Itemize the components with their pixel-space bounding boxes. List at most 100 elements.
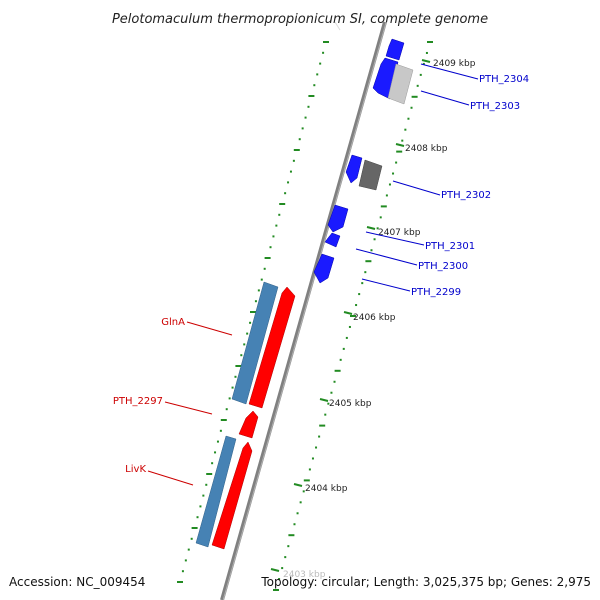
leader-pth-2300 (355, 248, 418, 266)
label-pth-2303[interactable]: PTH_2303 (470, 101, 520, 112)
gene-livk[interactable] (211, 441, 253, 550)
outer-tick-dot (327, 402, 330, 405)
ruler-label-2406: 2406 kbp (353, 313, 396, 323)
ruler-tick-2408 (395, 143, 405, 147)
label-pth-2304[interactable]: PTH_2304 (479, 74, 529, 85)
outer-tick-dot (288, 534, 295, 537)
inner-tick-dot (231, 386, 234, 389)
reverse-strand-genes (313, 38, 414, 284)
gene-pth-2303[interactable] (387, 63, 414, 105)
gene-pth-2297[interactable] (238, 410, 259, 439)
inner-tick-dot (234, 375, 237, 378)
outer-tick-dot (287, 545, 290, 548)
outer-tick-dot (373, 238, 376, 241)
outer-tick-dot (324, 413, 327, 416)
inner-tick-dot (289, 170, 292, 173)
inner-tick-dot (177, 581, 183, 583)
inner-tick-dot (263, 267, 266, 270)
outer-tick-dot (358, 293, 361, 296)
inner-tick-dot (278, 213, 281, 216)
outer-tick-dot (315, 446, 318, 449)
genome-backbone (220, 21, 387, 600)
ruler-label-2403: 2403 kbp (283, 570, 326, 580)
inner-tick-dot (191, 527, 198, 529)
outer-tick-dot (380, 205, 387, 208)
ruler-tick-2404 (293, 483, 303, 487)
outer-tick-dot (284, 556, 287, 559)
inner-tick-dot (264, 257, 271, 259)
gene-pth-2299[interactable] (313, 253, 335, 284)
outer-tick-dot (385, 194, 388, 197)
gene-pth-2304-part1[interactable] (385, 38, 405, 61)
inner-tick-dot (287, 181, 290, 184)
outer-tick-dot (376, 227, 379, 230)
gene-pth-2300[interactable] (327, 204, 349, 233)
forward-strand-genes (211, 286, 296, 550)
outer-tick-track (273, 41, 433, 591)
label-pth-2302[interactable]: PTH_2302 (441, 190, 491, 201)
inner-tick-dot (206, 473, 213, 475)
outer-tick-dot (334, 369, 341, 372)
ruler-label-2404: 2404 kbp (305, 484, 348, 494)
label-pth-2301[interactable]: PTH_2301 (425, 241, 475, 252)
outer-tick-dot (281, 567, 284, 570)
inner-tick-dot (228, 397, 231, 400)
rna-gene-glna[interactable] (231, 281, 279, 405)
outer-tick-dot (411, 95, 418, 98)
map-title: Pelotomaculum thermopropionicum SI, comp… (112, 12, 488, 27)
label-pth-2300[interactable]: PTH_2300 (418, 261, 468, 272)
outer-tick-dot (333, 380, 336, 383)
inner-tick-dot (298, 138, 301, 141)
label-pth-2297[interactable]: PTH_2297 (113, 396, 163, 407)
forward-gene-labels: GlnA PTH_2297 LivK (113, 317, 233, 486)
outer-tick-dot (345, 336, 348, 339)
ruler-label-2408: 2408 kbp (405, 144, 448, 154)
inner-tick-dot (199, 505, 202, 508)
outer-tick-dot (425, 51, 428, 54)
inner-tick-dot (190, 537, 193, 540)
label-glna[interactable]: GlnA (161, 317, 185, 328)
gene-pth-2302[interactable] (345, 154, 363, 184)
inner-tick-dot (301, 127, 304, 130)
gene-pth-2301[interactable] (358, 159, 383, 191)
inner-tick-dot (214, 451, 217, 454)
ruler-labels: 2409 kbp 2408 kbp 2407 kbp 2406 kbp 2405… (270, 59, 476, 580)
gene-glna[interactable] (248, 286, 296, 409)
inner-tick-dot (307, 105, 310, 108)
outer-tick-dot (350, 315, 356, 317)
leader-glna (186, 321, 233, 336)
inner-tick-dot (246, 332, 249, 335)
outer-tick-dot (299, 501, 302, 504)
outer-tick-dot (419, 73, 422, 76)
outer-tick-dot (370, 249, 373, 252)
outer-tick-dot (410, 106, 413, 109)
label-livk[interactable]: LivK (125, 464, 146, 475)
inner-tick-dot (323, 41, 329, 43)
accession-text: Accession: NC_009454 (9, 575, 145, 589)
ruler-label-2405: 2405 kbp (329, 399, 372, 409)
genome-backbone-highlight (222, 21, 387, 600)
inner-tick-dot (211, 462, 214, 465)
rna-gene-livk[interactable] (195, 435, 237, 548)
reverse-gene-labels: PTH_2304 PTH_2303 PTH_2302 PTH_2301 PTH_… (355, 63, 529, 298)
inner-tick-dot (272, 235, 275, 238)
inner-tick-dot (322, 51, 325, 54)
inner-tick-dot (260, 278, 263, 281)
gene-pth-2300-b[interactable] (324, 232, 341, 248)
inner-tick-dot (187, 548, 190, 551)
inner-tick-dot (304, 116, 307, 119)
outer-tick-dot (388, 183, 391, 186)
inner-tick-dot (202, 494, 205, 497)
outer-tick-dot (392, 172, 395, 175)
rna-genes (195, 281, 279, 548)
outer-tick-dot (318, 435, 321, 438)
inner-tick-dot (319, 62, 322, 65)
outer-tick-dot (273, 589, 279, 591)
outer-tick-dot (319, 424, 326, 427)
label-pth-2299[interactable]: PTH_2299 (411, 287, 461, 298)
outer-tick-dot (293, 523, 296, 526)
outer-tick-dot (379, 216, 382, 219)
outer-tick-dot (395, 161, 398, 164)
ruler-tick-2407 (366, 226, 376, 230)
inner-tick-dot (225, 408, 228, 411)
